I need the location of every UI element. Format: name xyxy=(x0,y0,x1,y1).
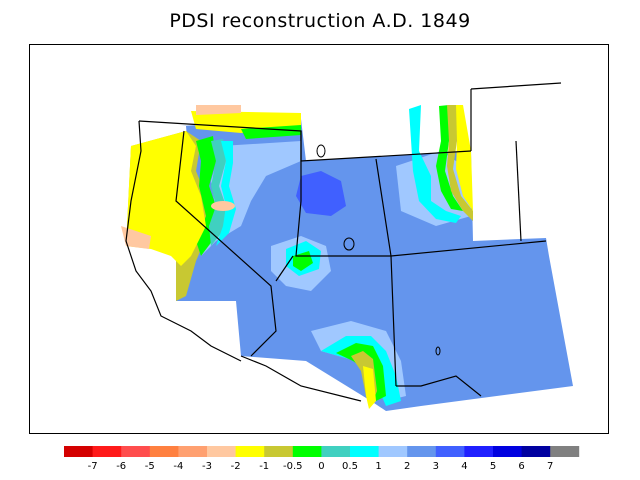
pdsi-field-0-ne xyxy=(436,105,463,211)
legend-swatch xyxy=(235,446,265,457)
legend-swatch xyxy=(550,446,580,457)
legend-tick-label: 2 xyxy=(404,461,410,472)
pdsi-field-0.5-west xyxy=(209,139,226,246)
legend-swatch xyxy=(149,446,179,457)
legend-tick-label: 3 xyxy=(433,461,439,472)
state-boundaries xyxy=(125,82,562,402)
legend-tick-label: -2 xyxy=(231,461,241,472)
map-title: PDSI reconstruction A.D. 1849 xyxy=(169,10,471,32)
legend-swatch xyxy=(464,446,494,457)
legend-swatch xyxy=(350,446,379,457)
pdsi-field-minus2-south xyxy=(363,366,376,409)
legend-swatch xyxy=(64,446,93,457)
color-legend: -7 -6 -5 -4 -3 -2 -1 -0.5 0 0.5 1 2 3 4 5 6 7 xyxy=(64,446,580,472)
legend-swatch xyxy=(435,446,465,457)
legend-tick-label: -0.5 xyxy=(283,461,303,472)
legend-swatch xyxy=(264,446,294,457)
pdsi-field-minus1-ne xyxy=(447,105,473,221)
legend-tick-label: 7 xyxy=(547,461,553,472)
legend-swatch xyxy=(407,446,437,457)
legend-tick-label: -5 xyxy=(145,461,155,472)
pdsi-field-4 xyxy=(296,171,346,216)
legend-swatch xyxy=(92,446,122,457)
legend-tick-labels: -7 -6 -5 -4 -3 -2 -1 -0.5 0 0.5 1 2 3 4 5 6 7 xyxy=(88,461,554,472)
pdsi-field-1-ne xyxy=(409,105,461,223)
legend-tick-label: -6 xyxy=(116,461,126,472)
pdsi-field-minus3-spot xyxy=(211,201,235,211)
legend-swatch xyxy=(378,446,408,457)
legend-swatch xyxy=(493,446,522,457)
pdsi-field-minus2-ne xyxy=(456,105,473,211)
legend-swatch xyxy=(178,446,208,457)
pdsi-field-minus3-west xyxy=(121,226,151,249)
legend-swatch xyxy=(121,446,151,457)
legend-tick-label: 1 xyxy=(375,461,381,472)
legend-tick-label: 6 xyxy=(518,461,524,472)
legend-tick-label: -1 xyxy=(259,461,269,472)
map-frame xyxy=(29,44,609,434)
pdsi-field-3 xyxy=(176,119,573,411)
pdsi-map xyxy=(121,82,573,411)
legend-swatch xyxy=(207,446,236,457)
legend-tick-label: -3 xyxy=(202,461,212,472)
lakes xyxy=(316,144,441,356)
legend-tick-label: 0 xyxy=(318,461,324,472)
pdsi-field-minus3-north xyxy=(196,105,241,115)
legend-tick-label: 4 xyxy=(461,461,467,472)
legend-swatch xyxy=(292,446,322,457)
legend-tick-label: 0.5 xyxy=(342,461,358,472)
legend-swatch xyxy=(321,446,351,457)
pdsi-field-1-west xyxy=(216,141,236,246)
legend-tick-label: -7 xyxy=(88,461,98,472)
legend-swatch xyxy=(521,446,551,457)
pdsi-field-minus2-west xyxy=(126,131,206,266)
legend-tick-label: -4 xyxy=(173,461,183,472)
legend-swatches xyxy=(64,446,580,457)
legend-tick-label: 5 xyxy=(490,461,496,472)
